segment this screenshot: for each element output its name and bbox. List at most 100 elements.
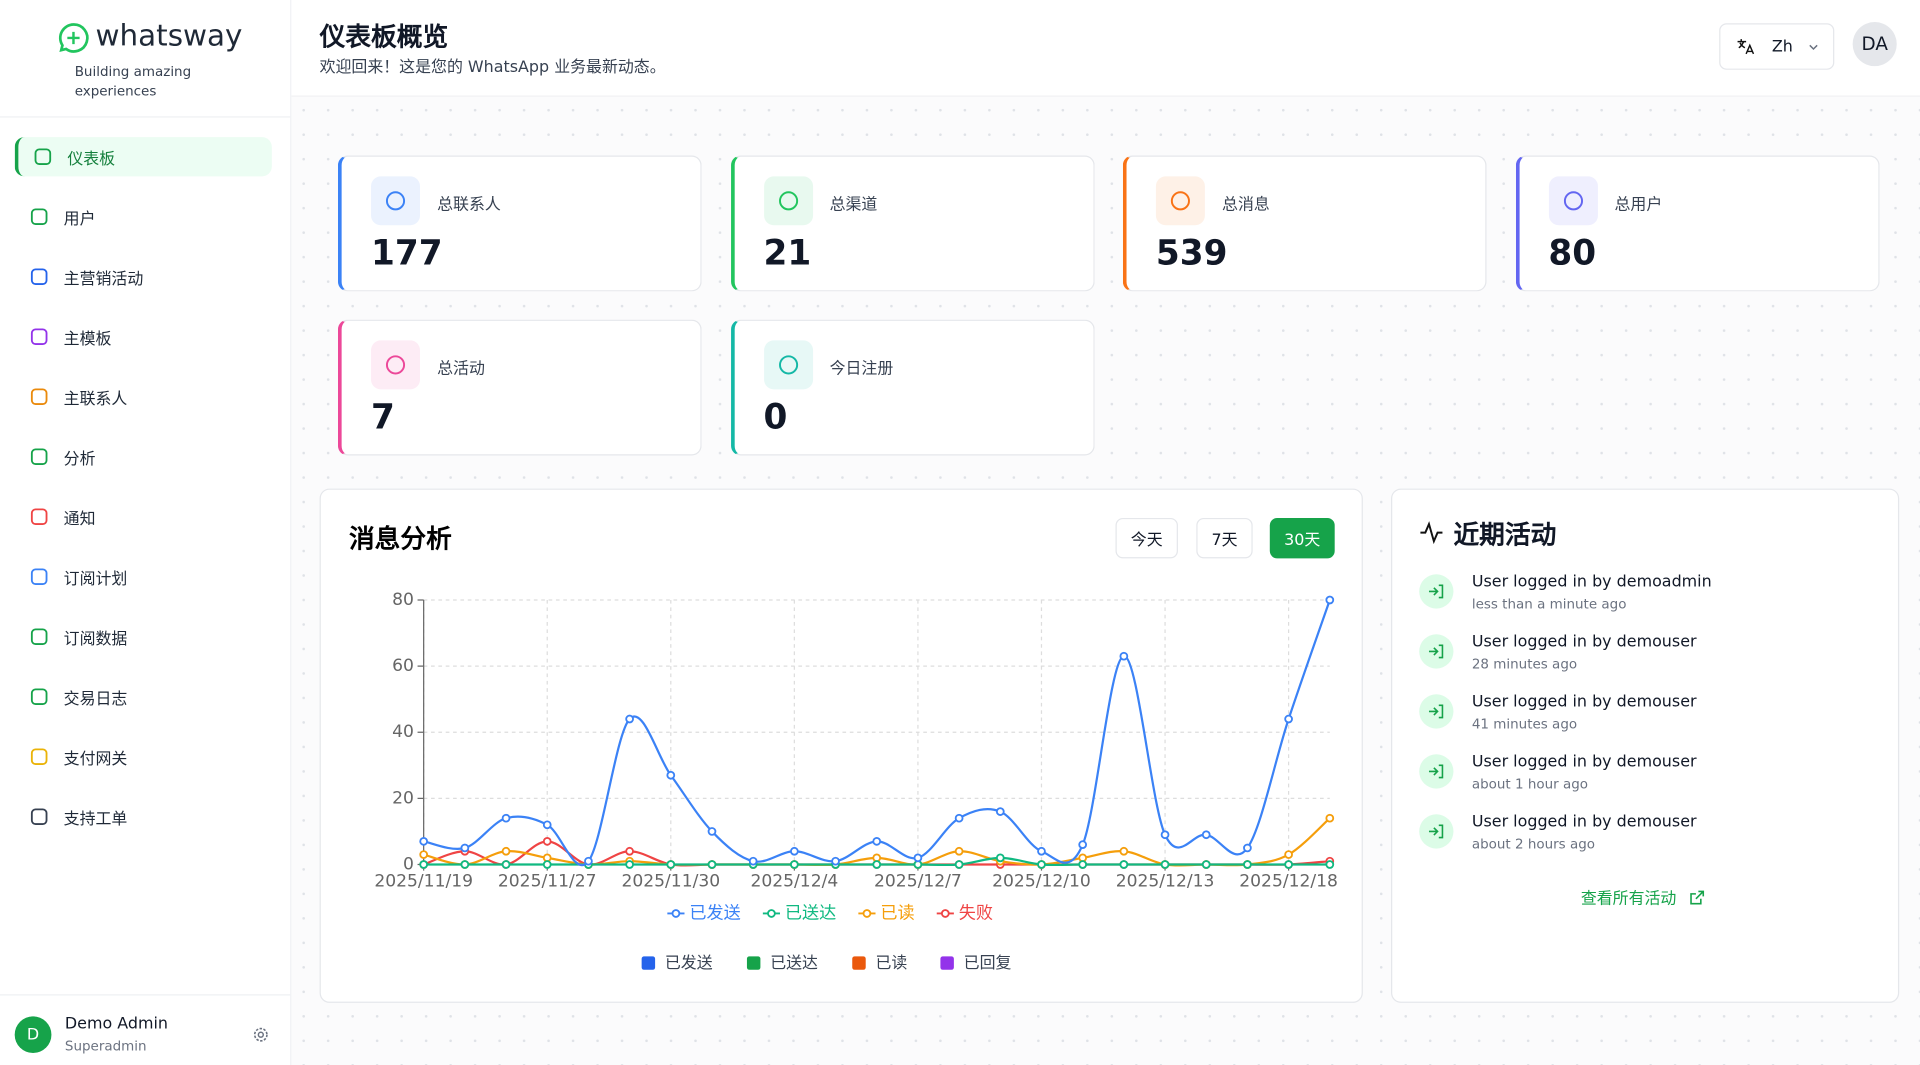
- data-point: [707, 827, 717, 836]
- icon-shape: [1170, 191, 1190, 211]
- nav-label: 订阅计划: [63, 570, 128, 589]
- data-point: [1078, 840, 1088, 850]
- stat-value: 0: [763, 396, 788, 438]
- view-all-link[interactable]: 查看所有活动: [1580, 885, 1706, 909]
- login-icon: [1428, 704, 1444, 719]
- nav-label: 主联系人: [63, 390, 128, 409]
- settings-button[interactable]: [252, 1026, 269, 1043]
- x-tick-label: 2025/12/13: [1116, 872, 1215, 892]
- stat-card: 总活动 7: [337, 319, 702, 456]
- data-point: [501, 846, 511, 856]
- login-icon: [1428, 764, 1444, 779]
- data-point: [707, 860, 717, 869]
- nav-item[interactable]: 支付网关: [15, 737, 272, 776]
- nav-label: 仪表板: [67, 150, 116, 169]
- data-point: [831, 856, 840, 866]
- sidebar: whatsway Building amazing experiences 仪表…: [0, 0, 292, 1065]
- icon-shape: [385, 191, 406, 211]
- icon-shape: [30, 688, 48, 706]
- translate-icon: [1737, 39, 1755, 55]
- y-tick-label: 60: [392, 656, 414, 676]
- icon-shape: [385, 355, 406, 375]
- nav-item[interactable]: 交易日志: [15, 677, 272, 716]
- range-button[interactable]: 30天: [1269, 517, 1335, 559]
- data-point: [501, 860, 511, 869]
- nav-item[interactable]: 订阅数据: [15, 617, 272, 656]
- header-avatar[interactable]: DA: [1852, 22, 1897, 67]
- activity-text: User logged in by demouser: [1471, 813, 1697, 832]
- nav-item[interactable]: 分析: [15, 437, 272, 476]
- y-tick-label: 0: [403, 854, 414, 874]
- external-icon: [1690, 890, 1705, 904]
- nav-item[interactable]: 通知: [15, 497, 272, 536]
- nav-item[interactable]: 仪表板: [14, 137, 272, 177]
- nav-item[interactable]: 用户: [15, 197, 272, 236]
- activity-text: User logged in by demouser: [1471, 633, 1697, 652]
- data-point: [460, 843, 470, 853]
- legend-marker: [671, 909, 681, 918]
- activity-icon: [1419, 574, 1454, 609]
- activity-icon: [1419, 694, 1454, 729]
- activity-time: 41 minutes ago: [1471, 716, 1578, 733]
- nav-icon: [30, 268, 48, 286]
- nav-item[interactable]: 主联系人: [15, 377, 272, 416]
- stat-icon: [371, 176, 421, 226]
- stat-card: 总用户 80: [1515, 155, 1879, 292]
- icon-shape: [1428, 704, 1444, 719]
- nav-item[interactable]: 订阅计划: [15, 557, 272, 596]
- data-point: [1201, 830, 1211, 840]
- icon-shape: [30, 508, 48, 526]
- x-tick-label: 2025/11/19: [374, 872, 473, 892]
- nav-item[interactable]: 支持工单: [15, 797, 272, 836]
- chart-card: 消息分析 0 20 40 60 80 2025/11/19 2025/11/27 2025/1…: [319, 488, 1363, 1003]
- icon: [1563, 191, 1583, 211]
- x-tick-label: 2025/12/10: [992, 872, 1091, 892]
- range-button[interactable]: 7天: [1196, 517, 1253, 559]
- stat-label: 总联系人: [437, 195, 501, 215]
- icon-shape: [30, 748, 48, 766]
- header: 仪表板概览 欢迎回来！这是您的 WhatsApp 业务最新动态。 Zh DA: [291, 0, 1920, 97]
- data-point: [913, 853, 923, 863]
- chart-title: 消息分析: [349, 524, 452, 555]
- y-tick-label: 80: [392, 590, 414, 610]
- stat-card: 总联系人 177: [337, 155, 702, 292]
- range-button[interactable]: 今天: [1115, 517, 1178, 559]
- stat-label: 总消息: [1222, 195, 1270, 215]
- stat-value: 7: [371, 396, 395, 438]
- language-select[interactable]: Zh: [1719, 23, 1835, 70]
- icon-shape: [778, 355, 798, 375]
- activity-text: User logged in by demouser: [1471, 693, 1697, 712]
- nav-item[interactable]: 主营销活动: [15, 257, 272, 296]
- data-point: [1160, 860, 1170, 869]
- icon: [385, 355, 406, 375]
- data-point: [625, 860, 634, 869]
- data-point: [542, 837, 552, 846]
- stat-value: 177: [371, 232, 443, 274]
- user-name: Demo Admin: [64, 1015, 169, 1034]
- brand-tagline: Building amazing experiences: [74, 63, 192, 100]
- divider: [0, 994, 291, 996]
- data-point: [542, 860, 552, 869]
- activity-icon: [1420, 521, 1443, 545]
- data-point: [1284, 714, 1293, 724]
- activity-card: 近期活动 User logged in by demoadmin less tha…: [1391, 488, 1900, 1003]
- data-point: [1325, 860, 1335, 869]
- stat-label: 总活动: [437, 360, 485, 379]
- legend-label: 已读: [880, 903, 914, 923]
- nav-icon: [30, 628, 48, 646]
- view-all-label: 查看所有活动: [1580, 890, 1677, 909]
- data-point: [1325, 595, 1335, 605]
- nav-item[interactable]: 主模板: [15, 317, 272, 356]
- nav-icon: [30, 448, 48, 466]
- nav-icon: [30, 508, 48, 526]
- icon: [385, 191, 406, 211]
- icon-shape: [30, 568, 48, 586]
- legend-label: 失败: [959, 903, 993, 923]
- nav-label: 支付网关: [63, 750, 128, 769]
- data-point: [954, 860, 964, 869]
- stat-icon: [1155, 176, 1205, 226]
- stat-label: 总渠道: [829, 195, 878, 215]
- nav-label: 支持工单: [63, 810, 128, 829]
- activity-title: 近期活动: [1453, 520, 1557, 550]
